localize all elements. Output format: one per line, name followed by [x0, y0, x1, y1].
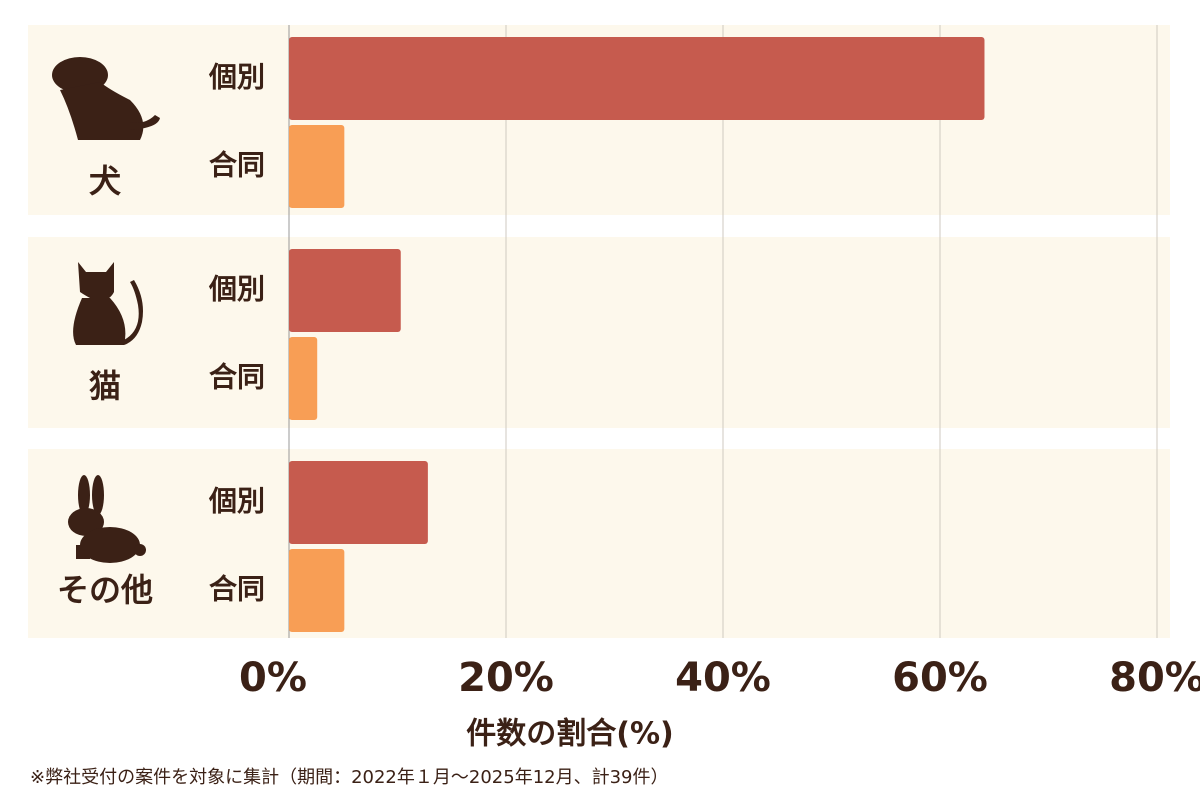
- bar: [289, 461, 428, 544]
- panel: [28, 449, 1170, 638]
- bar: [289, 549, 345, 632]
- series-label: 個別: [208, 273, 265, 306]
- series-label: 個別: [208, 61, 265, 94]
- footnote: ※弊社受付の案件を対象に集計（期間：2022年１月～2025年12月、計39件）: [30, 767, 669, 788]
- series-label: 合同: [209, 361, 265, 394]
- x-tick-label: 60%: [892, 655, 988, 701]
- x-tick-label: 80%: [1109, 655, 1200, 701]
- series-label: 合同: [209, 573, 265, 606]
- x-axis-title: 件数の割合(%): [466, 717, 673, 752]
- rabbit-icon: [68, 475, 146, 563]
- dog-icon: [52, 57, 160, 140]
- category-label: 猫: [89, 367, 121, 405]
- series-label: 合同: [209, 149, 265, 182]
- bar: [289, 37, 985, 120]
- category-label: その他: [57, 571, 153, 609]
- x-tick-label: 0%: [239, 655, 307, 701]
- x-tick-label: 40%: [675, 655, 771, 701]
- x-tick-label: 20%: [458, 655, 554, 701]
- series-label: 個別: [208, 485, 265, 518]
- bar: [289, 249, 401, 332]
- bar: [289, 125, 345, 208]
- panel: [28, 237, 1170, 428]
- category-label: 犬: [89, 162, 121, 200]
- cat-icon: [73, 262, 143, 345]
- bar: [289, 337, 318, 420]
